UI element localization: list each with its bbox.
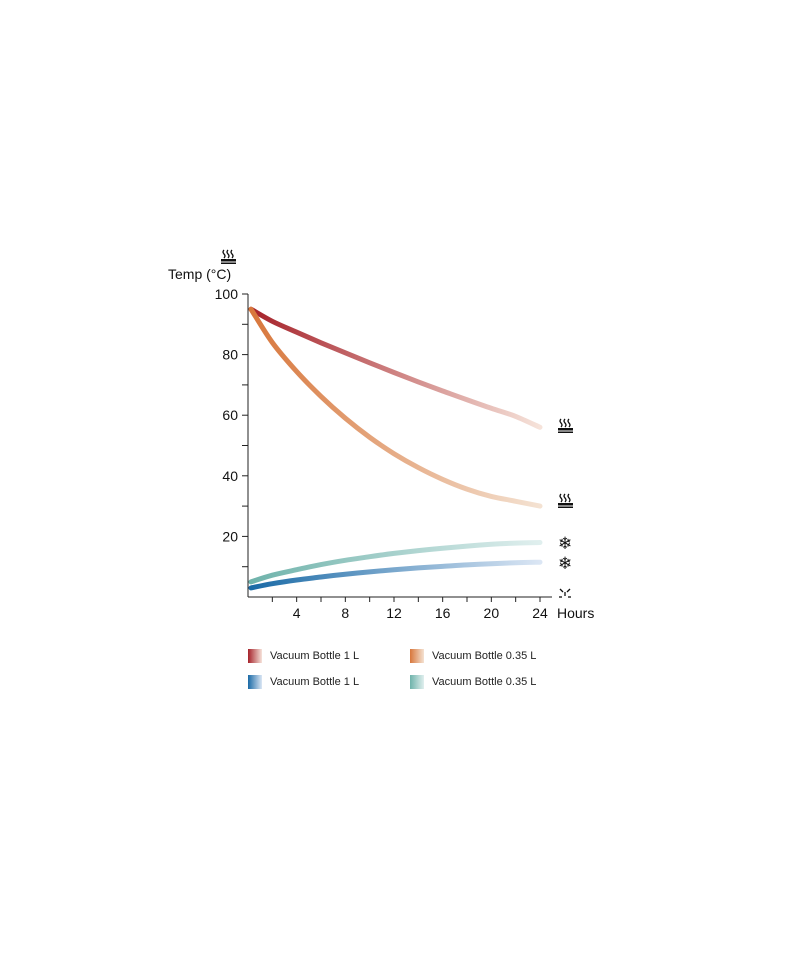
legend-item: Vacuum Bottle 1 L: [248, 674, 410, 690]
x-tick-label: 4: [293, 605, 301, 621]
sun-icon: [559, 588, 571, 598]
y-tick-label: 60: [222, 407, 238, 423]
legend-swatch: [248, 675, 262, 689]
series-line: [248, 540, 543, 585]
steam-icon: [558, 493, 573, 508]
series-line: [248, 306, 543, 509]
snowflake-icon: ❄: [558, 534, 572, 554]
x-axis-title: Hours: [557, 605, 594, 621]
legend-label: Vacuum Bottle 1 L: [270, 676, 360, 688]
y-tick-label: 20: [222, 528, 238, 544]
legend: Vacuum Bottle 1 L Vacuum Bottle 0.35 L V…: [248, 648, 578, 690]
legend-swatch: [248, 649, 262, 663]
legend-item: Vacuum Bottle 0.35 L: [410, 648, 570, 664]
y-axis-title: Temp (°C): [168, 266, 231, 282]
legend-item: Vacuum Bottle 0.35 L: [410, 674, 570, 690]
legend-swatch: [410, 649, 424, 663]
legend-label: Vacuum Bottle 0.35 L: [432, 676, 537, 688]
y-tick-label: 100: [215, 286, 239, 302]
x-tick-label: 20: [484, 605, 500, 621]
snowflake-icon: ❄: [558, 554, 572, 574]
legend-label: Vacuum Bottle 1 L: [270, 650, 360, 662]
legend-label: Vacuum Bottle 0.35 L: [432, 650, 537, 662]
legend-swatch: [410, 675, 424, 689]
steam-icon: [221, 249, 236, 264]
y-ticks: 20 40 60 80 100: [215, 286, 248, 568]
y-tick-label: 80: [222, 347, 238, 363]
legend-item: Vacuum Bottle 1 L: [248, 648, 410, 664]
y-tick-label: 40: [222, 468, 238, 484]
x-tick-label: 8: [341, 605, 349, 621]
x-tick-label: 24: [532, 605, 548, 621]
x-ticks: 4 8 12 16 20 24: [271, 597, 548, 621]
steam-icon: [558, 418, 573, 433]
series-line: [248, 559, 543, 591]
series-lines: [248, 306, 543, 591]
series-line: [248, 306, 543, 430]
x-tick-label: 16: [435, 605, 451, 621]
x-tick-label: 12: [386, 605, 402, 621]
